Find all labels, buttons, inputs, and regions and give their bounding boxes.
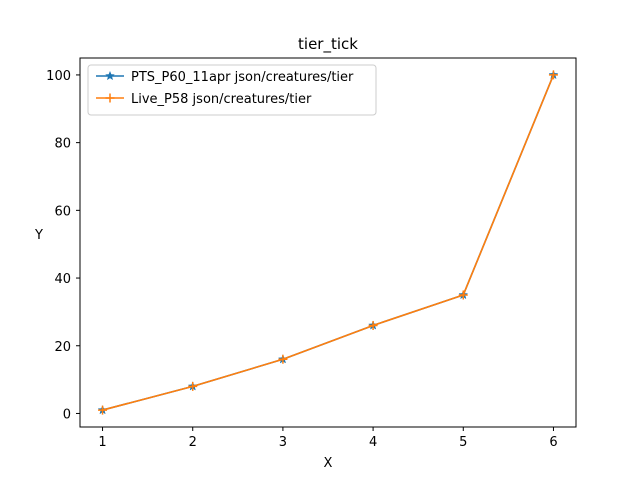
legend-label: PTS_P60_11apr json/creatures/tier [131,70,354,85]
chart-title: tier_tick [298,35,358,54]
y-tick-label: 40 [54,272,71,287]
x-tick-label: 2 [189,435,197,450]
y-axis-label: Y [34,228,43,243]
plus-marker [188,381,198,391]
plus-marker [105,93,115,103]
y-axis: 0 20 40 60 80 100 [46,69,80,422]
plot-area [79,57,577,428]
y-tick-label: 80 [54,137,71,152]
plus-marker [98,405,108,415]
x-tick-label: 4 [369,435,377,450]
series-layer [97,69,559,415]
x-tick-label: 1 [98,435,106,450]
x-tick-label: 3 [279,435,287,450]
y-tick-label: 0 [63,407,71,422]
y-tick-label: 100 [46,69,71,84]
legend-item: PTS_P60_11apr json/creatures/tier [96,70,354,85]
legend-item: Live_P58 json/creatures/tier [96,92,312,107]
legend: PTS_P60_11apr json/creatures/tier Live_P5… [87,64,377,116]
x-tick-label: 6 [549,435,557,450]
plus-marker [278,354,288,364]
plus-marker [458,290,468,300]
plus-marker [548,70,558,80]
x-tick-label: 5 [459,435,467,450]
x-axis: 1 2 3 4 5 6 [98,427,558,450]
y-tick-label: 60 [54,204,71,219]
y-tick-label: 20 [54,340,71,355]
plus-marker [368,320,378,330]
series-2 [98,70,558,415]
series-line [102,74,555,411]
x-axis-label: X [324,456,333,471]
plot-frame [79,57,577,428]
star-marker [105,70,115,81]
legend-label: Live_P58 json/creatures/tier [131,92,312,107]
legend-box [87,64,377,116]
